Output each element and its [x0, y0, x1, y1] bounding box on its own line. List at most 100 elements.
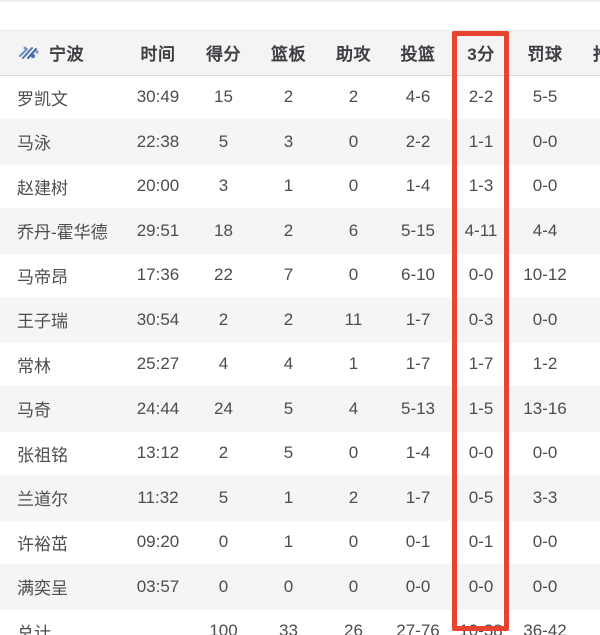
player-name-cell: 马泳 — [17, 134, 51, 154]
fg-cell: 1-7 — [405, 354, 431, 374]
time-cell: 03:57 — [136, 576, 180, 596]
rebounds-cell: 4 — [283, 354, 294, 374]
player-name-cell: 马奇 — [17, 401, 51, 421]
rebounds-cell: 1 — [283, 532, 294, 552]
team-name: 宁波 — [49, 45, 84, 64]
table-row[interactable]: 常林 25:27 4 4 1 1-7 1-7 1-2 — [0, 342, 600, 387]
rebounds-cell: 1 — [283, 176, 294, 196]
table-row[interactable]: 许裕茁 09:20 0 1 0 0-1 0-1 0-0 — [0, 520, 600, 565]
col-header-points: 得分 — [206, 45, 241, 65]
points-cell: 22 — [214, 265, 233, 285]
rebounds-cell: 5 — [283, 398, 294, 418]
fg-cell: 1-7 — [405, 487, 431, 507]
fg-cell: 4-6 — [405, 87, 431, 107]
assists-cell: 11 — [344, 309, 363, 329]
points-cell: 24 — [214, 398, 233, 418]
steals-cell — [578, 431, 600, 476]
assists-cell: 6 — [348, 220, 359, 240]
three-point-cell: 1-5 — [468, 398, 494, 418]
table-row[interactable]: 王子瑞 30:54 2 2 11 1-7 0-3 0-0 — [0, 297, 600, 342]
player-name-cell: 满奕呈 — [17, 579, 68, 599]
ft-cell: 3-3 — [532, 487, 558, 507]
rebounds-cell: 5 — [283, 443, 294, 463]
table-row[interactable]: 马泳 22:38 5 3 0 2-2 1-1 0-0 — [0, 119, 600, 165]
time-cell: 22:38 — [136, 131, 180, 151]
time-cell: 30:49 — [136, 87, 180, 107]
points-cell: 4 — [218, 354, 229, 374]
steals-cell — [578, 565, 600, 610]
three-point-cell: 1-3 — [468, 176, 494, 196]
assists-cell: 1 — [348, 354, 359, 374]
rebounds-cell: 2 — [283, 87, 294, 107]
points-cell: 5 — [218, 131, 229, 151]
player-name-cell: 许裕茁 — [17, 534, 68, 554]
time-cell: 25:27 — [136, 354, 180, 374]
table-row[interactable]: 满奕呈 03:57 0 0 0 0-0 0-0 0-0 — [0, 564, 600, 610]
table-row[interactable]: 马帝昂 17:36 22 7 0 6-10 0-0 10-12 — [0, 253, 600, 298]
three-point-cell: 1-1 — [468, 131, 494, 151]
ft-cell: 0-0 — [532, 576, 558, 596]
fg-cell: 2-2 — [405, 131, 431, 151]
player-name-cell: 赵建树 — [17, 178, 68, 198]
steals-cell — [578, 209, 600, 254]
points-cell: 0 — [218, 532, 229, 552]
three-point-cell: 0-5 — [468, 487, 494, 507]
header-row: 宁波 时间 得分 篮板 助攻 投篮 3分 罚球 抢断 — [0, 30, 600, 75]
three-point-cell: 2-2 — [468, 87, 494, 107]
three-point-cell: 0-0 — [468, 576, 494, 596]
table-row[interactable]: 罗凯文 30:49 15 2 2 4-6 2-2 5-5 — [0, 75, 600, 120]
points-cell: 18 — [214, 220, 233, 240]
assists-cell: 0 — [348, 576, 359, 596]
steals-cell — [578, 342, 600, 387]
time-cell: 11:32 — [137, 487, 179, 507]
table-row[interactable]: 兰道尔 11:32 5 1 2 1-7 0-5 3-3 — [0, 475, 600, 520]
fg-cell: 1-4 — [405, 443, 431, 463]
assists-cell: 0 — [348, 131, 359, 151]
time-cell: 24:44 — [136, 398, 180, 418]
time-cell: 20:00 — [136, 176, 180, 196]
time-cell: 09:20 — [136, 532, 180, 552]
fg-cell: 1-4 — [405, 176, 431, 196]
table-row[interactable]: 张祖铭 13:12 2 5 0 1-4 0-0 0-0 — [0, 431, 600, 476]
ft-cell: 0-0 — [532, 131, 558, 151]
ft-cell: 0-0 — [532, 443, 558, 463]
fg-cell: 6-10 — [400, 265, 436, 285]
totals-three-point-cell: 10-38 — [459, 621, 503, 635]
totals-time-cell — [125, 609, 191, 635]
team-header-cell[interactable]: 宁波 — [0, 31, 125, 74]
three-point-cell: 1-7 — [468, 354, 494, 374]
rebounds-cell: 7 — [283, 265, 294, 285]
steals-cell — [578, 164, 600, 209]
points-cell: 15 — [214, 87, 233, 107]
fg-cell: 5-13 — [400, 398, 436, 418]
steals-cell — [578, 520, 600, 565]
steals-cell — [578, 387, 600, 432]
assists-cell: 4 — [348, 398, 359, 418]
points-cell: 3 — [218, 176, 229, 196]
totals-steals-cell — [578, 609, 600, 635]
player-name-cell: 张祖铭 — [17, 445, 68, 465]
steals-cell — [578, 120, 600, 165]
table-row[interactable]: 马奇 24:44 24 5 4 5-13 1-5 13-16 — [0, 386, 600, 432]
player-name-cell: 兰道尔 — [17, 490, 68, 510]
rebounds-cell: 2 — [283, 220, 294, 240]
fg-cell: 0-0 — [405, 576, 431, 596]
stats-table: 宁波 时间 得分 篮板 助攻 投篮 3分 罚球 抢断 罗凯文30:4915224… — [0, 30, 600, 635]
three-point-cell: 0-3 — [468, 309, 494, 329]
steals-cell — [578, 253, 600, 298]
fg-cell: 1-7 — [405, 309, 431, 329]
fg-cell: 0-1 — [405, 532, 431, 552]
table-row[interactable]: 赵建树 20:00 3 1 0 1-4 1-3 0-0 — [0, 164, 600, 209]
three-point-cell: 0-0 — [468, 443, 494, 463]
player-name-cell: 罗凯文 — [17, 89, 68, 109]
totals-rebounds-cell: 33 — [279, 621, 298, 635]
table-row[interactable]: 乔丹-霍华德 29:51 18 2 6 5-15 4-11 4-4 — [0, 208, 600, 254]
col-header-rebounds: 篮板 — [271, 45, 306, 65]
team-logo-icon — [17, 43, 41, 62]
totals-assists-cell: 26 — [344, 621, 363, 635]
points-cell: 0 — [218, 576, 229, 596]
totals-points-cell: 100 — [209, 621, 238, 635]
player-name-cell: 王子瑞 — [17, 312, 68, 332]
ft-cell: 0-0 — [532, 309, 558, 329]
player-name-cell: 马帝昂 — [17, 267, 68, 287]
